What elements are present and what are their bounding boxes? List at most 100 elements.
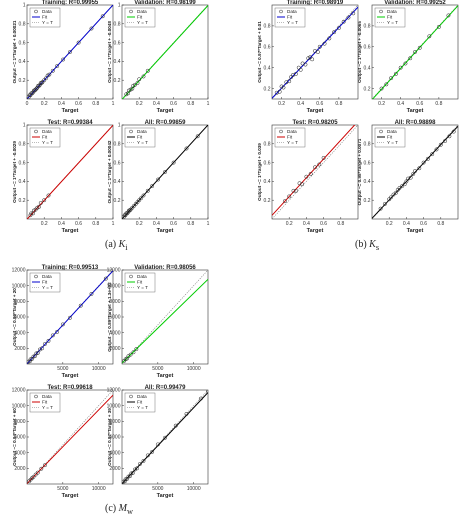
chart-1-ytick-label-1: 0.2 bbox=[19, 78, 26, 84]
chart-8-legend-data-marker bbox=[379, 129, 383, 134]
chart-5-ytick-label-2: 0.4 bbox=[264, 65, 271, 71]
caption-a: (a) Ki bbox=[105, 239, 128, 252]
chart-5-point-6 bbox=[287, 79, 292, 84]
chart-5-point-26 bbox=[351, 11, 356, 16]
chart-9: Training: R=0.99513 5000 10000 2000 4000 6000… bbox=[12, 265, 114, 379]
chart-5-legend-label-2: Fit bbox=[287, 15, 293, 20]
chart-7-point-9 bbox=[313, 165, 317, 170]
chart-3-fit-line bbox=[27, 125, 113, 219]
chart-9-legend-box bbox=[29, 272, 61, 293]
chart-8-legend-box bbox=[374, 127, 406, 148]
chart-4-xtick-label-4: 0.8 bbox=[187, 221, 194, 227]
chart-6-ytick-label-4: 0.8 bbox=[364, 24, 371, 30]
chart-5-point-13 bbox=[303, 62, 308, 67]
chart-4-ytick-label-2: 0.4 bbox=[114, 179, 121, 185]
chart-2-title: Validation: R=0.98199 bbox=[134, 0, 196, 6]
chart-9-ytick-label-6: 12000 bbox=[12, 268, 26, 274]
caption-c: (c) Mw bbox=[105, 503, 133, 516]
chart-9-title: Training: R=0.99513 bbox=[42, 265, 99, 271]
chart-7-ytick-label-4: 0.8 bbox=[264, 142, 271, 148]
chart-10-legend-data-marker bbox=[129, 274, 133, 279]
chart-9-point-14 bbox=[55, 329, 60, 334]
chart-9-point-11 bbox=[42, 342, 47, 346]
chart-10-legend-label-3: Y = T bbox=[137, 285, 148, 290]
chart-9-point-12 bbox=[46, 338, 51, 343]
chart-6: Validation: R=0.99252 0.2 0.4 0.6 0.8 0.2 0.4 0… bbox=[357, 0, 459, 114]
chart-5-ytick-label-1: 0.2 bbox=[264, 86, 271, 92]
chart-12-xtick-label-2: 10000 bbox=[187, 486, 201, 492]
chart-9-point-10 bbox=[40, 346, 44, 351]
chart-4-legend-label-1: Data bbox=[137, 129, 147, 134]
chart-8-point-4 bbox=[388, 195, 393, 200]
chart-1-legend-label-3: Y = T bbox=[42, 20, 53, 25]
chart-5-point-16 bbox=[310, 57, 315, 62]
chart-10-legend-label-1: Data bbox=[137, 274, 147, 279]
chart-6-fit-line bbox=[372, 5, 458, 99]
chart-8-point-10 bbox=[402, 182, 407, 187]
caption-a-symbol: K bbox=[118, 239, 126, 250]
chart-9-point-17 bbox=[78, 303, 83, 308]
chart-2-ylabel: Output ~= 1*Target + -0.0048 bbox=[107, 21, 112, 83]
chart-6-xtick-label-1: 0.2 bbox=[378, 101, 385, 107]
chart-11-point-7 bbox=[39, 466, 44, 471]
chart-3-xtick-label-4: 0.8 bbox=[92, 221, 99, 227]
chart-4-xtick-label-3: 0.6 bbox=[170, 221, 177, 227]
chart-5-xtick-label-4: 0.8 bbox=[335, 101, 342, 107]
chart-4-ytick-label-3: 0.6 bbox=[114, 160, 121, 166]
chart-8-xtick-label-1: 0.2 bbox=[386, 221, 393, 227]
chart-5-point-22 bbox=[332, 30, 337, 35]
chart-11-title: Test: R=0.99618 bbox=[47, 385, 93, 391]
chart-7-ytick-label-1: 0.2 bbox=[264, 198, 271, 204]
chart-4-xtick-label-5: 1 bbox=[207, 221, 210, 227]
chart-3-point-10 bbox=[46, 193, 51, 198]
chart-1-point-23 bbox=[55, 64, 60, 69]
chart-12-point-16 bbox=[163, 435, 167, 440]
chart-11-ytick-label-3: 6000 bbox=[14, 435, 25, 441]
chart-6-ytick-label-2: 0.4 bbox=[364, 65, 371, 71]
chart-5-point-23 bbox=[336, 26, 341, 30]
chart-1-ytick-label-2: 0.4 bbox=[19, 59, 26, 65]
chart-1-ytick-label-3: 0.6 bbox=[19, 40, 26, 46]
chart-3-point-2 bbox=[29, 211, 34, 216]
chart-8-point-5 bbox=[391, 192, 396, 197]
chart-2: Validation: R=0.98199 0.2 0.4 0.6 0.8 1 0.2 0.4… bbox=[107, 0, 210, 114]
chart-2-ytick-label-5: 1 bbox=[118, 3, 121, 9]
chart-5-point-15 bbox=[308, 55, 313, 60]
chart-6-ytick-label-1: 0.2 bbox=[364, 86, 371, 92]
chart-10-fit-line bbox=[122, 278, 208, 364]
chart-5-identity-line bbox=[272, 5, 358, 99]
chart-6-ytick-label-3: 0.6 bbox=[364, 44, 371, 50]
chart-8-point-22 bbox=[443, 139, 448, 143]
chart-12-point-8 bbox=[130, 471, 135, 475]
chart-6-title: Validation: R=0.99252 bbox=[384, 0, 446, 6]
chart-9-point-19 bbox=[103, 276, 108, 281]
chart-11-ytick-label-1: 2000 bbox=[14, 466, 25, 472]
chart-1-ylabel: Output ~= 1*Target + 0.00021 bbox=[12, 20, 17, 83]
chart-4-point-5 bbox=[125, 211, 130, 216]
chart-10-ytick-label-2: 4000 bbox=[109, 330, 120, 336]
chart-11-point-5 bbox=[33, 472, 38, 477]
chart-7-ytick-label-3: 0.6 bbox=[264, 160, 271, 166]
chart-11-legend-label-2: Fit bbox=[42, 400, 48, 405]
chart-7-fit-line bbox=[272, 125, 356, 216]
chart-3-xtick-label-2: 0.4 bbox=[58, 221, 65, 227]
chart-1-point-21 bbox=[47, 72, 52, 77]
chart-11-ytick-label-5: 10000 bbox=[12, 403, 26, 409]
chart-2-legend-label-2: Fit bbox=[137, 15, 143, 20]
chart-5-legend-label-3: Y = T bbox=[287, 20, 298, 25]
chart-1-point-22 bbox=[50, 68, 55, 73]
chart-7-point-7 bbox=[304, 174, 309, 179]
chart-3-title: Test: R=0.99384 bbox=[47, 120, 93, 126]
chart-8-xtick-label-3: 0.6 bbox=[420, 221, 427, 227]
chart-11-ylabel: Output ~= 0.94*Target + 60 bbox=[12, 408, 17, 466]
chart-7-legend-label-3: Y = T bbox=[287, 140, 298, 145]
chart-6-point-7 bbox=[408, 56, 413, 61]
chart-3-legend-box bbox=[29, 127, 61, 148]
chart-6-point-3 bbox=[389, 76, 394, 81]
chart-9-point-15 bbox=[60, 322, 65, 327]
chart-5-xtick-label-3: 0.6 bbox=[316, 101, 323, 107]
chart-11-xtick-label-2: 10000 bbox=[92, 486, 106, 492]
chart-2-ytick-label-3: 0.6 bbox=[114, 40, 121, 46]
